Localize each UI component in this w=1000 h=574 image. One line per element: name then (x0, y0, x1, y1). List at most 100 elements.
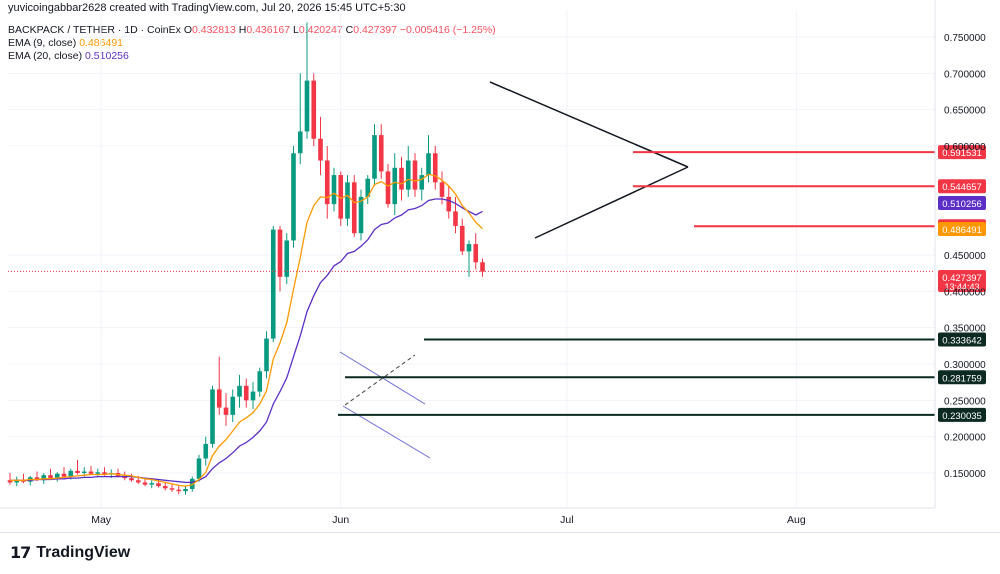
candle-body[interactable] (250, 391, 256, 401)
time-axis: May Jun Jul Aug (0, 507, 935, 526)
candle-body[interactable] (304, 80, 310, 132)
candle-body[interactable] (324, 160, 330, 205)
ema9-label[interactable]: EMA (9, close) (8, 37, 77, 49)
candle-body[interactable] (243, 385, 249, 401)
ema9-line[interactable] (10, 173, 483, 487)
horizontal-levels: 0.5915310.5446570.4894810.3336420.281759… (8, 145, 986, 422)
ema20-line[interactable] (10, 198, 483, 484)
candle-body[interactable] (41, 475, 47, 481)
x-tick-label: Aug (787, 514, 806, 526)
candle-body[interactable] (75, 470, 80, 473)
candle-body[interactable] (156, 483, 161, 487)
candle-body[interactable] (473, 244, 479, 263)
symbol-line[interactable]: BACKPACK / TETHER · 1D · CoinEx (8, 24, 181, 36)
candle-body[interactable] (223, 407, 229, 415)
triangle-upper-line[interactable] (489, 81, 689, 168)
candle-body[interactable] (34, 477, 40, 481)
ema20-label[interactable]: EMA (20, close) (8, 50, 83, 62)
candle-body[interactable] (102, 472, 107, 475)
candle-body[interactable] (318, 138, 323, 161)
candle-body[interactable] (183, 488, 188, 492)
candle-body[interactable] (311, 80, 317, 139)
candle-body[interactable] (291, 153, 296, 241)
tradingview-brand[interactable]: 17 TradingView (10, 543, 130, 562)
candle-body[interactable] (210, 389, 215, 444)
candle-body[interactable] (412, 160, 418, 190)
brand-name: TradingView (36, 543, 131, 561)
candle-body[interactable] (453, 211, 458, 226)
flag-cross-line[interactable] (344, 354, 416, 406)
ema20-value: 0.510256 (85, 50, 129, 62)
candle-body[interactable] (372, 135, 377, 179)
x-tick-label: May (91, 514, 112, 526)
value-badge (938, 222, 986, 236)
candle-body[interactable] (162, 486, 168, 489)
candle-body[interactable] (432, 153, 438, 183)
candle-body[interactable] (480, 262, 485, 272)
candle-body[interactable] (385, 171, 391, 205)
candle-body[interactable] (419, 175, 425, 190)
l-value: 0.420247 (298, 24, 343, 36)
candle-body[interactable] (405, 160, 411, 190)
c-label: C (345, 24, 354, 36)
candle-body[interactable] (149, 483, 155, 485)
candle-body[interactable] (237, 385, 242, 397)
candle-body[interactable] (216, 389, 222, 408)
candle-body[interactable] (169, 488, 175, 490)
l-label: L (293, 24, 299, 36)
price-axis: 0.750000 0.700000 0.650000 0.600000 0.450000… (934, 0, 986, 508)
candle-body[interactable] (399, 167, 404, 190)
candle-body[interactable] (466, 244, 472, 252)
level-badge-label: 0.591531 (942, 148, 982, 159)
candle-body[interactable] (426, 153, 431, 176)
y-tick-label: 0.450000 (944, 251, 986, 262)
candle-body[interactable] (264, 338, 269, 372)
candle-body[interactable] (68, 470, 74, 477)
candle-body[interactable] (284, 240, 290, 277)
trendline-drawings (339, 81, 689, 459)
candle-body[interactable] (142, 482, 148, 485)
candle-body[interactable] (88, 471, 94, 474)
candle-body[interactable] (54, 473, 60, 479)
price-chart[interactable]: 0.5915310.5446570.4894810.3336420.281759… (0, 0, 1000, 540)
candle-body[interactable] (230, 396, 236, 415)
value-badge-label: 0.510256 (942, 199, 982, 210)
candle-body[interactable] (351, 182, 357, 234)
candle-body[interactable] (176, 489, 182, 492)
candle-body[interactable] (378, 135, 384, 172)
candle-body[interactable] (135, 480, 141, 483)
footer-divider (0, 532, 1000, 533)
y-tick-label: 0.650000 (944, 106, 986, 117)
candle-body[interactable] (95, 472, 101, 474)
created-by-text: yuvicoingabbar2628 created with TradingV… (8, 2, 406, 14)
candle-body[interactable] (446, 196, 452, 212)
candle-body[interactable] (7, 480, 13, 483)
candle-body[interactable] (459, 225, 465, 252)
candle-body[interactable] (277, 229, 283, 277)
candle-body[interactable] (203, 443, 209, 459)
o-value: 0.432813 (192, 24, 236, 36)
flag-lower-line[interactable] (342, 405, 431, 459)
candle-body[interactable] (297, 131, 303, 154)
candle-body[interactable] (331, 175, 337, 205)
candle-body[interactable] (358, 196, 364, 234)
triangle-lower-line[interactable] (534, 166, 689, 239)
candle-body[interactable] (48, 475, 53, 479)
candle-body[interactable] (270, 229, 276, 339)
candle-body[interactable] (81, 471, 87, 473)
candle-body[interactable] (14, 479, 20, 483)
candle-body[interactable] (129, 478, 134, 481)
tradingview-logo-icon: 17 (10, 543, 31, 562)
candle-body[interactable] (196, 458, 202, 479)
y-tick-label: 0.400000 (944, 287, 986, 298)
level-badge (938, 179, 986, 194)
level-badge-label: 0.230035 (942, 411, 982, 422)
candle-body[interactable] (365, 178, 371, 197)
candle-body[interactable] (257, 371, 263, 392)
candle-body[interactable] (392, 167, 398, 205)
candle-body[interactable] (345, 182, 350, 219)
y-tick-label: 0.250000 (944, 396, 986, 407)
candle-body[interactable] (61, 473, 67, 477)
candle-body[interactable] (338, 175, 344, 219)
candle-body[interactable] (439, 182, 445, 197)
